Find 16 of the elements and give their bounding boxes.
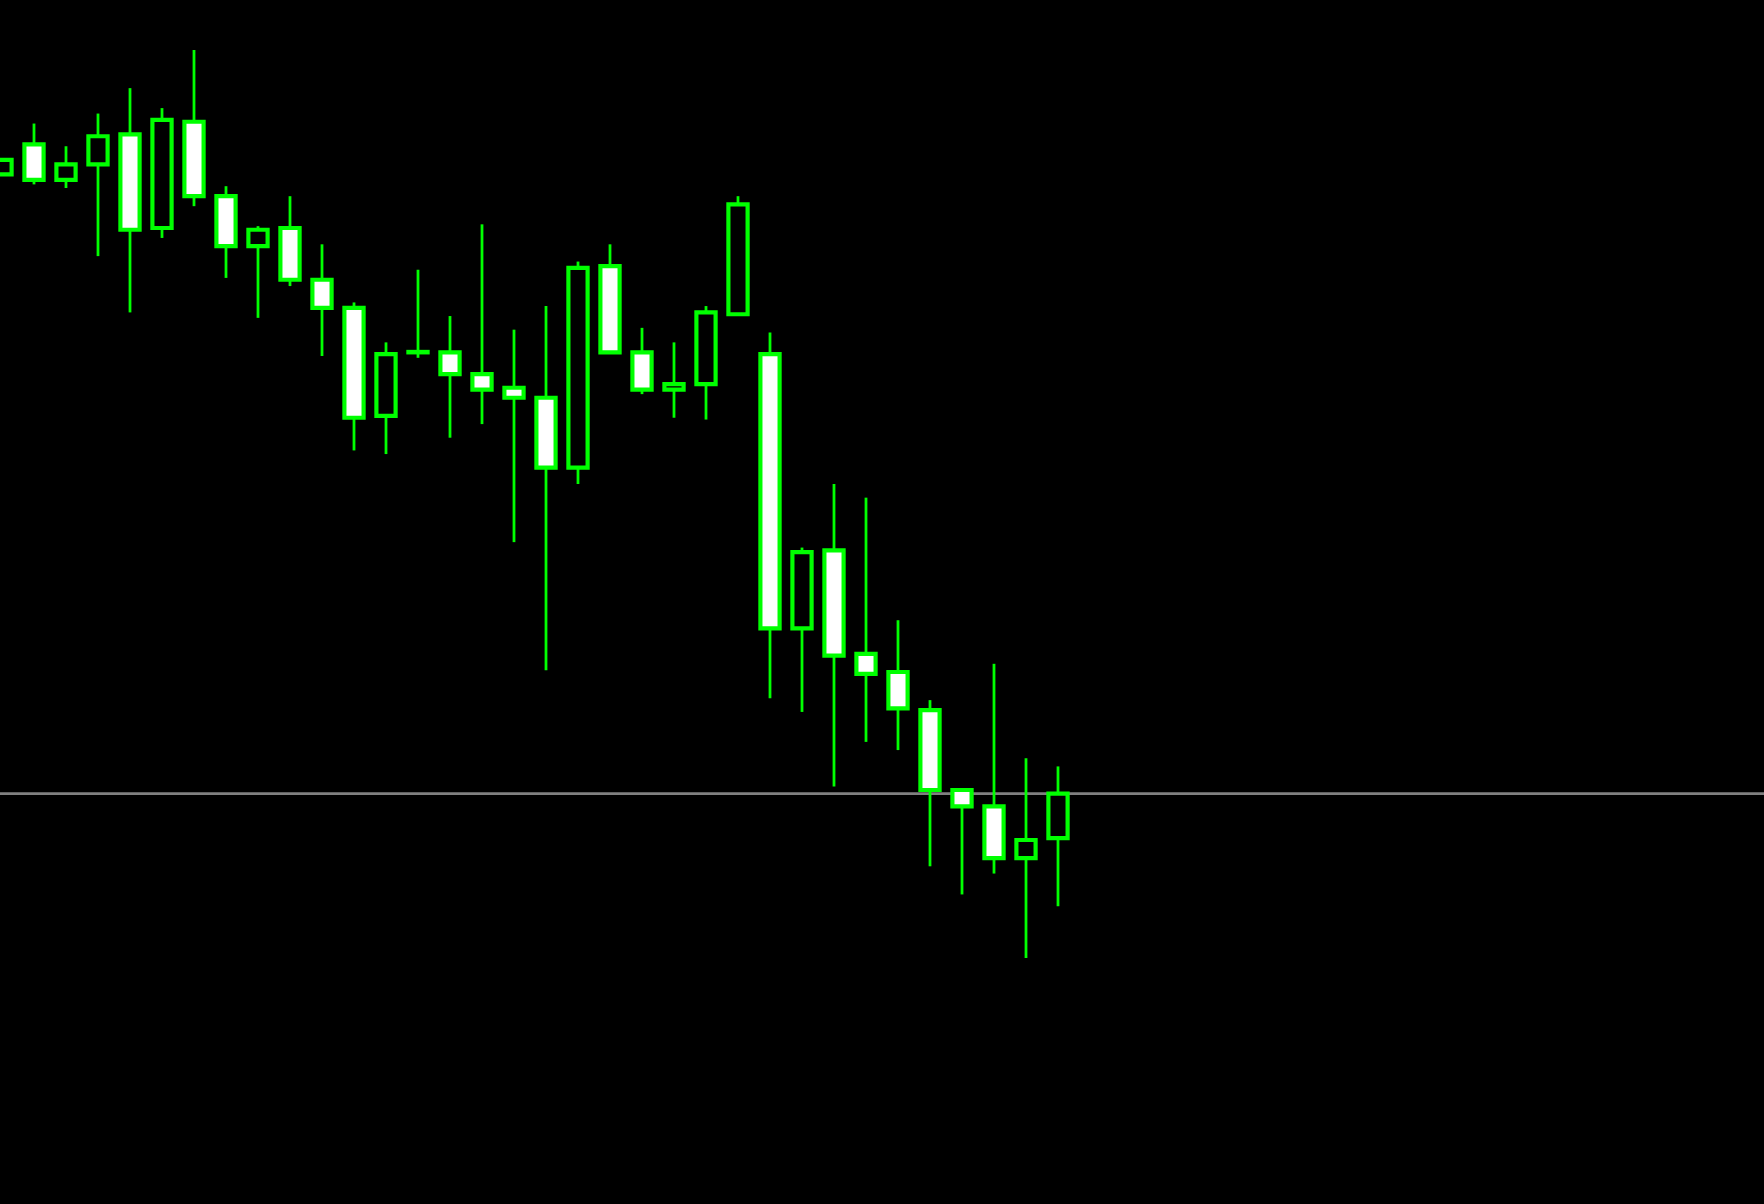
candlestick [54, 144, 78, 190]
candlestick [406, 268, 430, 360]
candlestick [1046, 765, 1070, 908]
candlestick [854, 496, 878, 744]
candlestick [950, 787, 974, 896]
candlestick [630, 326, 654, 396]
candlestick [1014, 756, 1038, 960]
candlestick [886, 618, 910, 752]
candlestick [246, 224, 270, 320]
candlestick [22, 122, 46, 186]
candlestick [502, 328, 526, 544]
candlestick [438, 314, 462, 440]
candlestick [310, 242, 334, 358]
candlestick [662, 340, 686, 420]
candlestick [470, 222, 494, 426]
candlestick [86, 112, 110, 258]
